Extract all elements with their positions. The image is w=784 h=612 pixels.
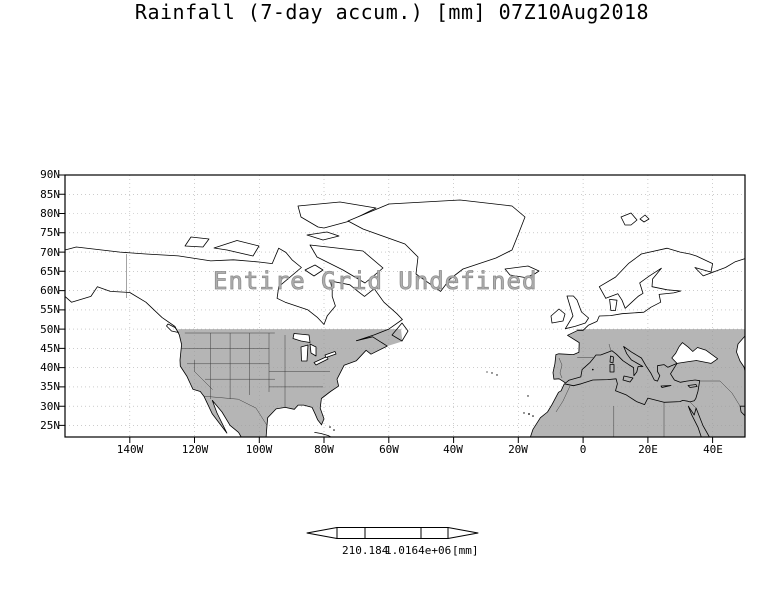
y-axis-label: 30N [40, 400, 60, 413]
devon-island [306, 231, 340, 241]
islands [184, 199, 650, 330]
map-canvas [59, 174, 746, 443]
y-axis-label: 45N [40, 342, 60, 355]
vancouver-island [166, 323, 179, 333]
us-state-borders [181, 332, 330, 426]
lake-michigan [300, 344, 309, 362]
iceland [504, 265, 540, 278]
lake-superior [292, 333, 311, 343]
lake-erie [313, 356, 329, 366]
crete [660, 385, 672, 388]
lake-huron [309, 343, 317, 357]
sicily [622, 375, 634, 383]
colorbar-label-max: 1.0164e+06 [385, 544, 452, 557]
corsica [609, 355, 614, 364]
map-frame [59, 174, 746, 443]
colorbar-body [336, 527, 449, 539]
y-axis-ticks [59, 174, 65, 426]
lake-ontario [324, 351, 337, 358]
ireland [550, 308, 566, 324]
jutland [609, 299, 618, 311]
small-islands [329, 368, 594, 431]
europe-coast [530, 267, 701, 438]
lakes-and-seas [292, 333, 746, 372]
greenland [347, 199, 526, 292]
banks-island [184, 236, 210, 248]
y-axis-label: 80N [40, 207, 60, 220]
newfoundland [391, 322, 409, 342]
shaded-region-north-america [178, 329, 403, 437]
southampton-island [304, 264, 324, 277]
colorbar-unit-label: [mm] [452, 544, 479, 557]
y-axis-label: 65N [40, 265, 60, 278]
political-borders [126, 254, 741, 437]
victoria-island [213, 240, 260, 257]
sardinia [609, 364, 615, 373]
x-axis-label: 40E [703, 443, 723, 456]
y-axis-label: 25N [40, 419, 60, 432]
y-axis-label: 60N [40, 284, 60, 297]
colorbar-dividers [364, 527, 422, 539]
x-axis-label: 140W [116, 443, 144, 456]
colorbar-label-min: 210.184 [342, 544, 389, 557]
colorbar-shape [306, 527, 479, 539]
coast-na-north-east [64, 246, 403, 438]
y-axis-label: 40N [40, 361, 60, 374]
x-axis-label: 120W [181, 443, 209, 456]
y-axis-label: 50N [40, 323, 60, 336]
europe-africa-borders [555, 343, 741, 437]
colorbar-right-arrow [447, 527, 479, 539]
x-axis-ticks [129, 437, 714, 443]
colorbar-left-arrow [306, 527, 338, 539]
y-axis-label: 55N [40, 303, 60, 316]
y-axis-label: 35N [40, 380, 60, 393]
red-sea-sinai [687, 405, 746, 438]
cyprus [687, 384, 698, 388]
baffin-island [309, 244, 384, 284]
x-axis-label: 20E [638, 443, 658, 456]
y-axis-label: 85N [40, 188, 60, 201]
coastlines [64, 246, 746, 438]
x-axis-label: 0 [579, 443, 587, 456]
x-axis-label: 20W [508, 443, 528, 456]
x-axis-label: 80W [314, 443, 334, 456]
scandinavia-north-coast [598, 247, 746, 299]
great-britain [564, 295, 589, 330]
coast-na-west [64, 286, 242, 438]
x-axis-label: 40W [443, 443, 463, 456]
ellesmere-island [297, 201, 377, 229]
cuba [314, 432, 332, 438]
x-axis-label: 60W [379, 443, 399, 456]
black-sea [671, 342, 719, 364]
svalbard [620, 212, 650, 226]
colorbar: 210.184 1.0164e+06 [mm] [300, 518, 520, 562]
y-axis-label: 90N [40, 168, 60, 181]
y-axis-label: 75N [40, 226, 60, 239]
y-axis-label: 70N [40, 246, 60, 259]
plot-title: Rainfall (7-day accum.) [mm] 07Z10Aug201… [134, 0, 650, 24]
undefined-grid-message: Entire Grid Undefined [213, 267, 538, 296]
x-axis-label: 100W [245, 443, 273, 456]
